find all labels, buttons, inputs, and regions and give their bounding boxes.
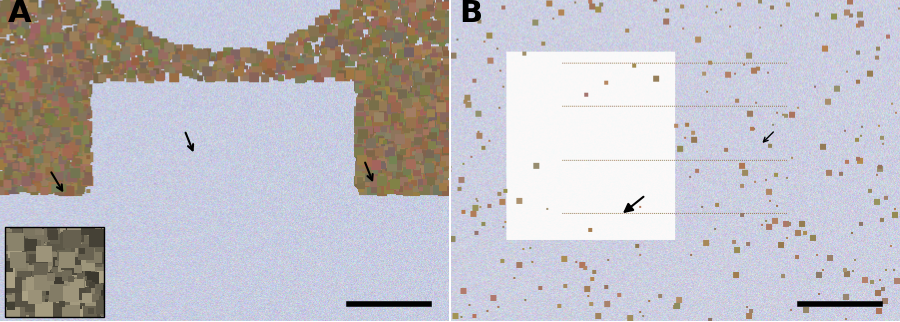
Text: A: A	[8, 0, 32, 28]
Bar	[5, 227, 104, 317]
Text: B: B	[459, 0, 482, 28]
